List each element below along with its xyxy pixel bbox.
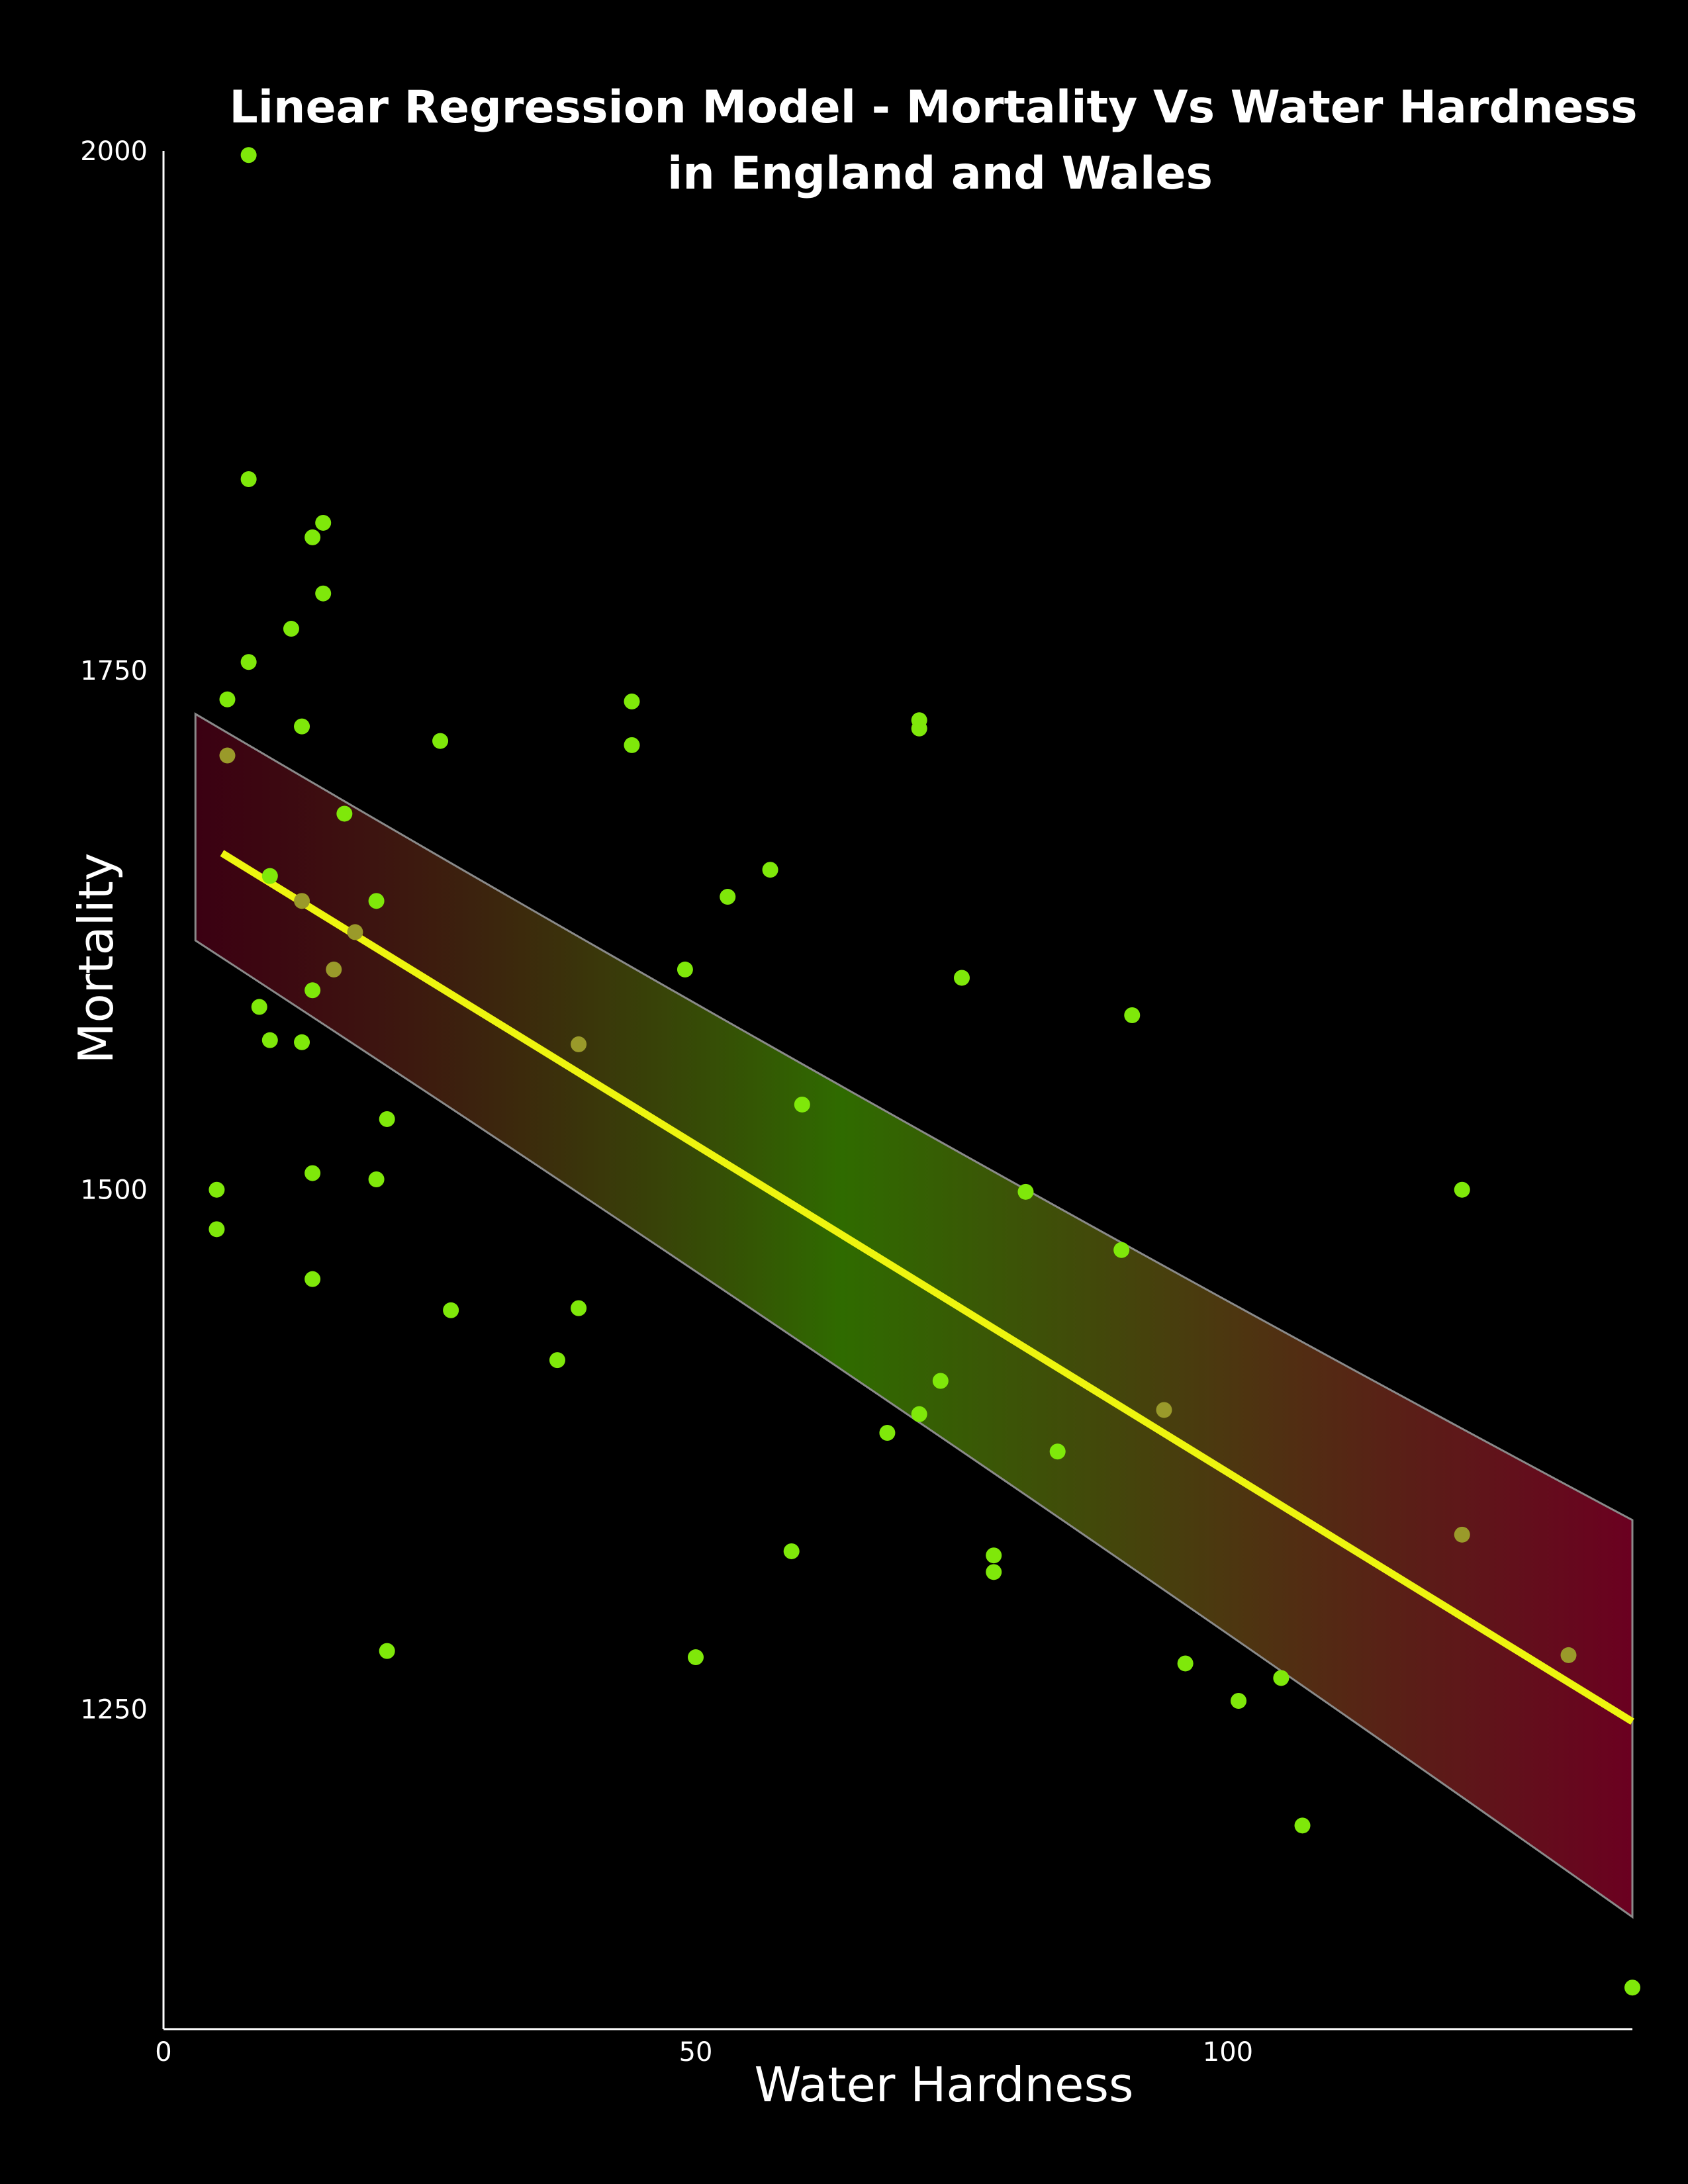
data-point bbox=[1560, 1647, 1577, 1663]
x-axis-label: Water Hardness bbox=[755, 2057, 1134, 2113]
data-point bbox=[953, 970, 970, 986]
data-point bbox=[1454, 1526, 1470, 1543]
data-point bbox=[261, 1032, 278, 1048]
data-point bbox=[549, 1352, 565, 1369]
data-point bbox=[1624, 1979, 1640, 1996]
data-point bbox=[240, 147, 257, 163]
data-point bbox=[305, 529, 321, 545]
data-point bbox=[1454, 1181, 1470, 1198]
y-tick-label: 1250 bbox=[80, 1695, 148, 1725]
data-point bbox=[1231, 1692, 1247, 1709]
data-point bbox=[305, 1271, 321, 1287]
x-tick-label: 100 bbox=[1203, 2037, 1253, 2068]
data-point bbox=[1017, 1183, 1034, 1200]
data-point bbox=[911, 1406, 927, 1422]
y-axis-label: Mortality bbox=[68, 853, 124, 1064]
data-point bbox=[624, 693, 640, 709]
data-point bbox=[219, 747, 236, 764]
data-point bbox=[368, 893, 385, 909]
data-point bbox=[240, 654, 257, 670]
confidence-band-layer bbox=[194, 712, 1634, 1919]
data-point bbox=[1113, 1242, 1130, 1258]
data-point bbox=[315, 585, 332, 602]
x-tick-label: 50 bbox=[679, 2037, 713, 2068]
data-point bbox=[379, 1111, 395, 1127]
data-point bbox=[986, 1564, 1002, 1580]
data-point bbox=[347, 924, 363, 940]
data-point bbox=[571, 1300, 587, 1316]
data-points-layer bbox=[209, 147, 1640, 1996]
data-point bbox=[283, 621, 299, 637]
data-point bbox=[571, 1036, 587, 1052]
data-point bbox=[986, 1547, 1002, 1564]
regression-line bbox=[220, 850, 1634, 1725]
data-point bbox=[432, 733, 449, 749]
data-point bbox=[720, 889, 736, 905]
data-point bbox=[261, 868, 278, 884]
y-tick-labels: 1250 1500 1750 2000 bbox=[80, 136, 148, 1725]
regression-line-layer bbox=[220, 850, 1634, 1725]
data-point bbox=[677, 961, 693, 978]
x-tick-labels: 0 50 100 bbox=[155, 2037, 1253, 2068]
data-point bbox=[624, 737, 640, 753]
data-point bbox=[315, 514, 332, 531]
data-point bbox=[336, 805, 353, 822]
data-point bbox=[932, 1373, 949, 1389]
data-point bbox=[1049, 1443, 1066, 1460]
data-point bbox=[219, 691, 236, 707]
data-point bbox=[687, 1649, 704, 1666]
data-point bbox=[368, 1171, 385, 1187]
data-point bbox=[240, 471, 257, 488]
chart-title-line-1: Linear Regression Model - Mortality Vs W… bbox=[229, 81, 1637, 134]
y-tick-label: 1750 bbox=[80, 656, 148, 686]
confidence-band bbox=[194, 712, 1634, 1919]
data-point bbox=[911, 720, 927, 737]
data-point bbox=[783, 1543, 800, 1559]
data-point bbox=[879, 1424, 896, 1441]
data-point bbox=[294, 1034, 310, 1050]
y-tick-label: 2000 bbox=[80, 136, 148, 167]
data-point bbox=[209, 1221, 225, 1238]
chart-title-line-2: in England and Wales bbox=[667, 148, 1213, 200]
data-point bbox=[305, 982, 321, 999]
x-tick-label: 0 bbox=[155, 2037, 171, 2068]
data-point bbox=[305, 1165, 321, 1181]
data-point bbox=[1156, 1402, 1172, 1418]
data-point bbox=[1177, 1655, 1194, 1672]
data-point bbox=[443, 1302, 459, 1318]
y-tick-label: 1500 bbox=[80, 1175, 148, 1206]
data-point bbox=[1124, 1007, 1141, 1023]
data-point bbox=[209, 1181, 225, 1198]
data-point bbox=[762, 862, 778, 878]
data-point bbox=[379, 1643, 395, 1659]
data-point bbox=[1273, 1670, 1289, 1686]
data-point bbox=[326, 961, 342, 978]
data-point bbox=[294, 893, 310, 909]
data-point bbox=[294, 718, 310, 735]
data-point bbox=[251, 999, 267, 1015]
data-point bbox=[794, 1096, 810, 1113]
data-point bbox=[1294, 1817, 1311, 1834]
